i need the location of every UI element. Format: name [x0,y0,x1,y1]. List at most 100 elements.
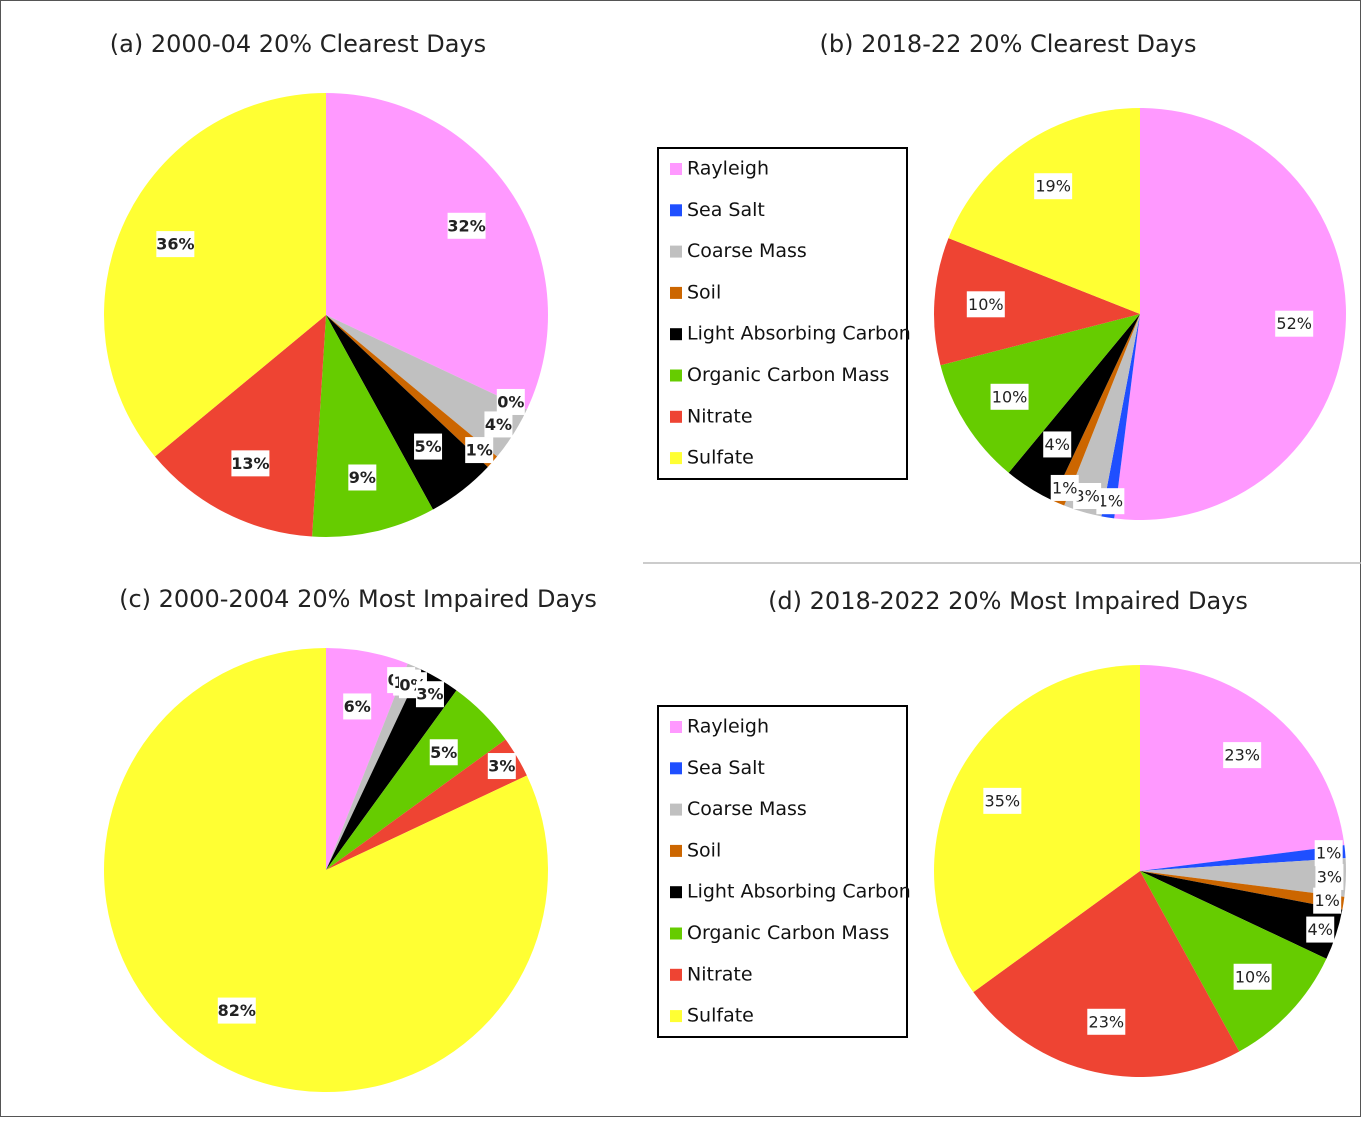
data-label-text: 13% [231,454,269,473]
pie-slice [933,238,1140,366]
data-label: 3% [415,681,444,708]
data-label-text: 4% [1308,920,1333,939]
legend-swatch [670,968,682,981]
label-box [1314,840,1343,867]
legend-label: Coarse Mass [687,798,807,820]
pie-slice [973,871,1240,1077]
data-label-text: 3% [1317,867,1342,886]
data-label: 10% [966,291,1005,318]
data-label-text: 10% [968,295,1004,314]
label-box [156,231,195,258]
data-label-text: 3% [416,685,443,704]
data-label-text: 10% [992,387,1028,406]
data-label: 3% [487,753,516,780]
legend-swatch [670,328,682,341]
legend-swatch [670,927,682,940]
chart-title: (d) 2018-2022 20% Most Impaired Days [768,587,1248,615]
label-box [1223,742,1262,769]
pie-slice [1140,871,1327,1052]
pie-slice [312,315,433,537]
data-label: 10% [990,383,1029,410]
legend-swatch [670,844,682,857]
pie-slice [1052,314,1140,506]
data-label-text: 36% [156,235,194,254]
legend-swatch [670,803,682,816]
data-label-text: 52% [1276,314,1312,333]
legend-label: Sulfate [687,447,754,469]
data-label: 0% [496,388,525,415]
data-label-text: 4% [485,415,512,434]
data-label: 4% [1043,431,1072,458]
legend-swatch [670,286,682,299]
legend-swatch [670,204,682,217]
data-label-text: 35% [985,791,1021,810]
data-label-text: 10% [1235,967,1271,986]
pie-slice [326,315,527,457]
data-label-text: 3% [1074,486,1099,505]
legend-label: Nitrate [687,963,753,985]
data-label: 35% [983,787,1022,814]
label-box [348,464,377,491]
legend-swatch [670,1010,682,1023]
pie-slice [1064,314,1140,517]
label-box [966,291,1005,318]
pie-slice [104,93,327,457]
legend-label: Soil [687,281,721,303]
legend-box [657,705,908,1038]
data-label-text: 1% [1316,844,1341,863]
data-label: 23% [1087,1008,1126,1035]
pie-slice [326,663,421,870]
pie-slice [1140,858,1346,897]
chart-title: (b) 2018-22 20% Clearest Days [820,30,1197,58]
legend-swatch [670,721,682,733]
data-label-text: 1% [1052,478,1077,497]
chart-title: (a) 2000-04 20% Clearest Days [110,30,486,58]
data-label: 4% [1306,916,1335,943]
data-label: 1% [1314,840,1343,867]
data-label-text: 19% [1035,177,1071,196]
data-label-text: 5% [430,743,457,762]
legend-label: Light Absorbing Carbon [687,323,911,345]
label-box [1275,310,1314,337]
label-box [415,681,444,708]
pie-slice [1101,314,1140,519]
pie-slice [1140,871,1345,910]
legend-swatch [670,886,682,899]
data-label: 82% [218,997,256,1024]
label-box [1313,887,1342,914]
data-label: 10% [1233,963,1272,990]
pie-slice [1140,871,1343,959]
data-label: 1% [465,437,494,464]
legend-swatch [670,245,682,258]
pie-slice [1140,845,1346,871]
data-label-text: 1% [1098,492,1123,511]
data-label: 1% [1313,887,1342,914]
pie-slice [1008,314,1140,501]
data-label: 5% [429,739,458,766]
legend-label: Rayleigh [687,158,769,180]
legend-label: Organic Carbon Mass [687,922,889,944]
data-label-text: 23% [1089,1012,1125,1031]
data-label-text: 1% [466,441,493,460]
pie-slice [326,739,527,870]
pie-slice [326,315,488,510]
data-label-text: 6% [344,697,371,716]
data-label: 4% [484,411,513,438]
pie-slice [948,108,1140,314]
pie-slice [326,93,548,410]
data-label: 1% [1050,474,1079,501]
data-label: 23% [1223,742,1262,769]
legend-swatch [670,410,682,423]
legend-swatch [670,452,682,465]
legend-swatch [670,163,682,175]
legend-box [657,147,908,480]
data-label-text: 82% [218,1001,256,1020]
label-box [1306,916,1335,943]
label-box [1087,1008,1126,1035]
pie-slice [1114,108,1347,520]
data-label: 36% [156,231,195,258]
legend-label: Rayleigh [687,716,769,738]
data-label-text: 32% [447,216,485,235]
label-box [1233,963,1272,990]
data-label-text: 1% [1314,891,1339,910]
